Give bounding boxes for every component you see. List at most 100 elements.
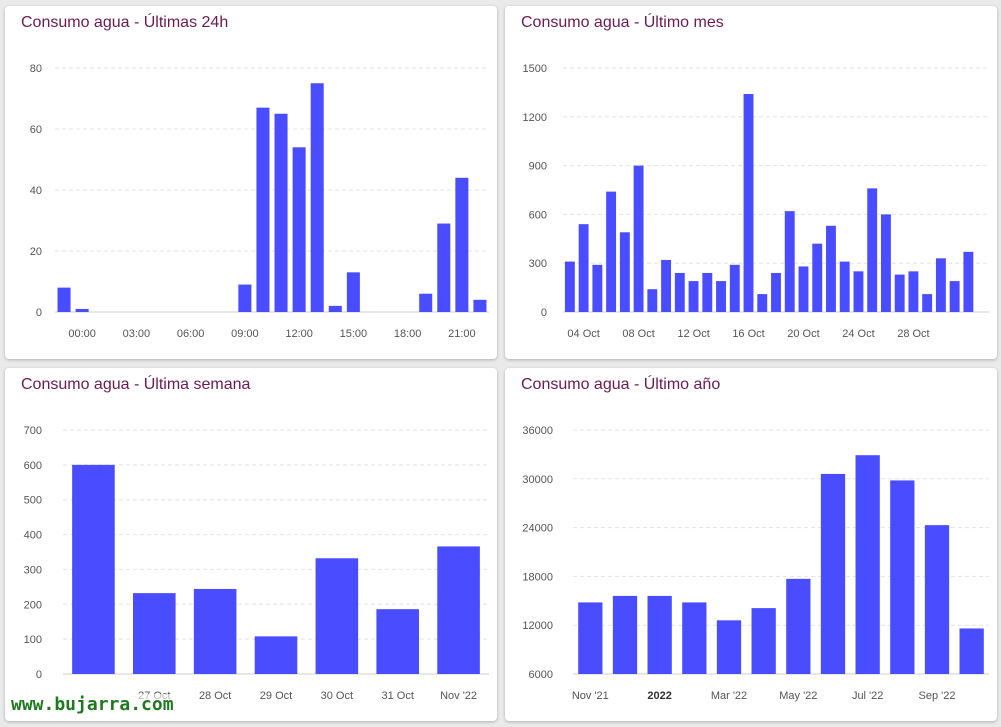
- y-tick-label: 600: [529, 209, 547, 221]
- bar: [702, 272, 713, 312]
- bar: [716, 620, 742, 674]
- x-tick-label: 08 Oct: [622, 328, 654, 340]
- x-tick-label: 28 Oct: [897, 328, 929, 340]
- bar: [729, 264, 740, 312]
- x-tick-label: 06:00: [177, 328, 205, 340]
- x-tick-label: 12:00: [285, 328, 313, 340]
- x-tick-label: Sep '22: [919, 690, 956, 702]
- bar: [455, 177, 469, 312]
- bar: [419, 293, 433, 312]
- x-tick-label: 18:00: [394, 328, 422, 340]
- x-tick-label: 12 Oct: [677, 328, 709, 340]
- bar: [274, 113, 288, 312]
- y-tick-label: 700: [24, 425, 42, 437]
- y-tick-label: 200: [24, 599, 42, 611]
- bar: [935, 258, 946, 312]
- x-tick-label: 15:00: [340, 328, 368, 340]
- bar: [784, 211, 795, 312]
- bar: [578, 224, 589, 312]
- bar: [890, 480, 915, 674]
- bar: [578, 602, 603, 674]
- x-tick-label: 09:00: [231, 328, 259, 340]
- bar: [963, 251, 974, 312]
- y-tick-label: 100: [24, 634, 42, 646]
- y-tick-label: 60: [30, 124, 42, 136]
- y-tick-label: 0: [36, 669, 42, 681]
- x-tick-label: 03:00: [123, 328, 151, 340]
- x-tick-label: 20 Oct: [787, 328, 819, 340]
- bar: [682, 602, 707, 674]
- bar: [132, 593, 176, 674]
- y-tick-label: 600: [24, 460, 42, 472]
- y-tick-label: 500: [24, 495, 42, 507]
- bar: [57, 287, 71, 312]
- bar: [949, 281, 960, 312]
- bar: [922, 294, 933, 312]
- y-tick-label: 20: [30, 246, 42, 258]
- bar: [254, 636, 298, 674]
- bar: [826, 225, 836, 312]
- bar: [853, 271, 864, 312]
- bar: [839, 261, 850, 312]
- card-last-week: Consumo agua - Última semana 0 100 200 300 4…: [5, 368, 497, 721]
- y-tick-label: 1500: [523, 63, 547, 75]
- x-tick-label: 21:00: [448, 328, 476, 340]
- bar: [924, 525, 950, 674]
- bar: [771, 272, 781, 312]
- bar: [959, 628, 984, 674]
- y-tick-label: 900: [529, 161, 547, 173]
- bar: [880, 214, 891, 312]
- x-tick-label: Nov '21: [572, 690, 609, 702]
- bar: [346, 272, 360, 312]
- x-tick-label: 30 Oct: [321, 690, 353, 702]
- bar: [193, 588, 237, 674]
- x-tick-label: Jul '22: [852, 690, 883, 702]
- x-tick-label: 24 Oct: [842, 328, 874, 340]
- x-tick-label: 16 Oct: [732, 328, 764, 340]
- bar: [894, 274, 905, 312]
- bar: [661, 259, 672, 312]
- bar: [437, 223, 451, 312]
- bar: [75, 308, 89, 312]
- bar: [716, 281, 726, 312]
- card-last-24h: Consumo agua - Últimas 24h 0 20 40 60 80 00:0…: [5, 6, 497, 359]
- bar: [786, 578, 811, 674]
- y-tick-label: 6000: [529, 669, 553, 681]
- chart-title: Consumo agua - Último mes: [521, 14, 724, 31]
- y-tick-label: 300: [529, 258, 547, 270]
- bar: [908, 271, 919, 312]
- bar: [688, 281, 699, 312]
- chart-last-year: 6000 12000 18000 24000 30000 36000 Nov '21 2022…: [522, 425, 989, 702]
- watermark-text: www.bujarra.com: [8, 694, 177, 715]
- bar: [647, 289, 658, 312]
- bar: [619, 232, 630, 312]
- bar: [310, 83, 324, 312]
- bar: [473, 299, 487, 312]
- card-last-year: Consumo agua - Último año 6000 12000 18000…: [505, 368, 997, 721]
- x-tick-label: 28 Oct: [199, 690, 231, 702]
- bar: [256, 107, 270, 313]
- bar: [606, 191, 617, 312]
- bar: [564, 261, 575, 312]
- x-tick-label: 31 Oct: [382, 690, 414, 702]
- x-tick-label: 2022: [647, 690, 671, 702]
- x-tick-label: Mar '22: [711, 690, 747, 702]
- y-tick-label: 0: [541, 307, 547, 319]
- bar: [855, 455, 880, 674]
- x-tick-label: 29 Oct: [260, 690, 292, 702]
- bar: [633, 165, 644, 312]
- bar: [757, 294, 768, 312]
- bar: [867, 188, 878, 312]
- x-tick-label: May '22: [779, 690, 817, 702]
- bar: [812, 243, 823, 312]
- y-tick-label: 300: [24, 564, 42, 576]
- y-tick-label: 12000: [522, 620, 553, 632]
- chart-title: Consumo agua - Última semana: [21, 376, 251, 393]
- x-tick-label: Nov '22: [440, 690, 477, 702]
- y-tick-label: 80: [30, 63, 42, 75]
- bar: [315, 558, 359, 674]
- bar: [376, 609, 420, 674]
- y-tick-label: 400: [24, 530, 42, 542]
- y-tick-label: 1200: [523, 112, 547, 124]
